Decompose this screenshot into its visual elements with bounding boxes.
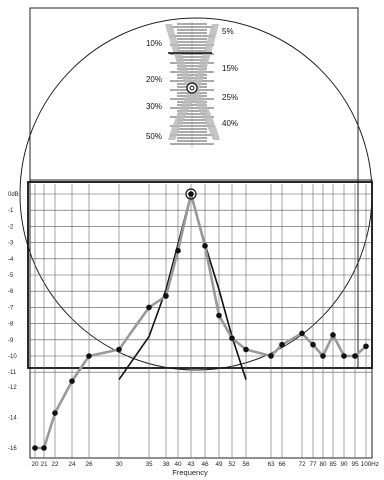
x-tick-label: 24	[68, 461, 76, 468]
data-point	[116, 346, 122, 353]
x-tick-label: 95	[351, 461, 359, 468]
gauge-right-label: 25%	[222, 93, 238, 102]
x-tick-label: Hz	[371, 461, 379, 468]
y-tick-label: -1	[8, 208, 14, 214]
peak-marker-inner	[188, 191, 194, 197]
series-line-response-curve	[118, 193, 247, 381]
y-tick-label: -4	[8, 257, 14, 263]
y-tick-label: -12	[8, 385, 17, 391]
data-point	[202, 243, 208, 249]
x-axis-title: Frequency	[172, 468, 208, 477]
x-tick-label: 43	[187, 461, 195, 468]
x-tick-label: 85	[329, 461, 337, 468]
data-point	[216, 312, 222, 319]
x-tick-label: 35	[145, 461, 153, 468]
y-axis-tick-labels: 0dB -1 -2 -3 -4 -5 -6 -7 -8 -9 -10 -11 -12 -14 -16	[8, 192, 19, 452]
gauge-left-label: 50%	[146, 132, 162, 141]
gauge-right-label: 40%	[222, 119, 238, 128]
x-tick-label: 20	[31, 461, 39, 468]
x-tick-label: 52	[228, 461, 236, 468]
x-tick-label: 26	[85, 461, 93, 468]
series-line-measured	[35, 192, 367, 450]
data-point	[243, 346, 249, 353]
data-point	[352, 353, 358, 359]
y-tick-label: -3	[8, 241, 14, 247]
x-tick-label: 49	[215, 461, 223, 468]
gauge-target-inner	[189, 85, 195, 91]
gauge-left-label: 20%	[146, 75, 162, 84]
distortion-gauge: 10% 20% 30% 50% 5% 15% 25% 40%	[146, 22, 238, 148]
x-tick-label: 21	[40, 461, 48, 468]
data-point	[310, 341, 316, 348]
x-tick-label: 90	[340, 461, 348, 468]
y-tick-label: -11	[8, 370, 17, 376]
gauge-left-label: 10%	[146, 39, 162, 48]
x-tick-label: 72	[298, 461, 306, 468]
x-tick-label: 46	[201, 461, 209, 468]
data-point	[41, 445, 47, 451]
y-tick-label: -7	[8, 305, 14, 311]
y-tick-label: -9	[8, 338, 14, 344]
gauge-left-label: 30%	[146, 102, 162, 111]
y-tick-label: -16	[8, 446, 17, 452]
x-axis-tick-labels: 20 21 22 24 26 30 35 38 40 43 46 49 52 56 63 66 72 77 80 85…	[31, 461, 378, 468]
data-point	[32, 445, 38, 451]
x-tick-label: 22	[51, 461, 59, 468]
x-tick-label: 40	[174, 461, 182, 468]
y-tick-label: -5	[8, 273, 14, 279]
data-point	[320, 353, 326, 359]
x-tick-label: 63	[267, 461, 275, 468]
data-point	[146, 304, 152, 311]
x-tick-label: 77	[309, 461, 317, 468]
gauge-right-label: 15%	[222, 64, 238, 73]
y-tick-label: -14	[8, 416, 17, 422]
plot-area-frame	[29, 179, 373, 459]
data-point	[163, 293, 169, 299]
x-tick-label: 80	[319, 461, 327, 468]
x-tick-label: 38	[162, 461, 170, 468]
y-tick-label: -6	[8, 289, 14, 295]
grid	[30, 184, 372, 458]
peak-marker-outer	[185, 188, 197, 200]
gauge-target-outer	[186, 82, 198, 94]
y-tick-label: -8	[8, 322, 14, 328]
data-point	[69, 378, 75, 384]
data-point	[330, 332, 336, 338]
data-point	[363, 343, 369, 350]
y-tick-label: 0dB	[8, 192, 19, 198]
data-point	[229, 335, 235, 341]
data-point	[299, 330, 305, 337]
y-tick-label: -2	[8, 224, 14, 230]
x-tick-label: 30	[115, 461, 123, 468]
data-point	[86, 353, 92, 359]
data-point	[279, 341, 285, 348]
x-tick-label: 56	[242, 461, 250, 468]
data-point	[341, 353, 347, 359]
x-tick-label: 66	[278, 461, 286, 468]
data-point	[268, 353, 274, 359]
gauge-right-label: 5%	[222, 27, 234, 36]
y-tick-label: -10	[8, 354, 17, 360]
data-point	[175, 247, 181, 254]
data-point	[52, 410, 58, 416]
x-tick-label: 100	[361, 461, 372, 468]
